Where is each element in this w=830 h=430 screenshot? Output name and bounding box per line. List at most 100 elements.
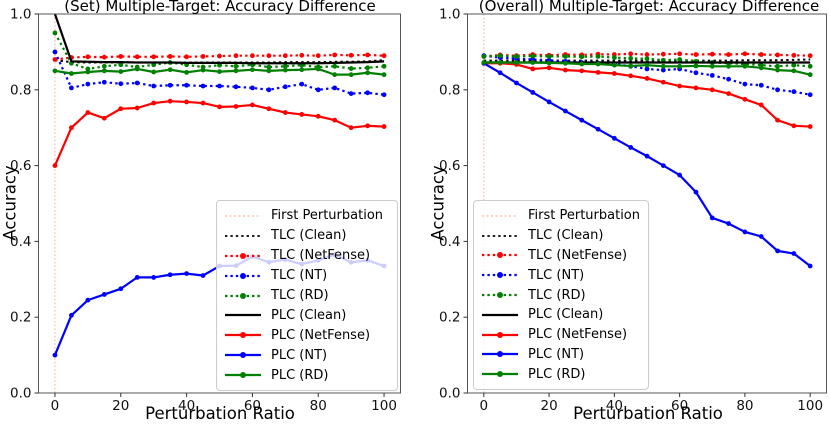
series-marker [134, 54, 140, 60]
legend-label: TLC (NetFense) [271, 248, 371, 264]
series-marker [167, 98, 173, 104]
series-marker [546, 65, 552, 71]
legend-label: TLC (RD) [271, 288, 329, 303]
legend-swatch-line [482, 252, 518, 259]
y-tick-label: 0.0 [10, 386, 31, 402]
series-marker [101, 63, 107, 69]
series-marker [775, 63, 780, 69]
legend-item-tlc-nt-: TLC (NT) [224, 266, 389, 286]
legend-item-plc-netfense-: PLC (NetFense) [481, 325, 640, 345]
series-marker [677, 57, 683, 62]
series-marker [299, 67, 305, 73]
legend-swatch-line [225, 252, 261, 259]
series-marker [266, 53, 272, 59]
legend-item-plc-clean-: PLC (Clean) [224, 305, 389, 325]
series-marker [184, 69, 189, 75]
right-chart-title: (Overall) Multiple-Target: Accuracy Diff… [478, 0, 820, 15]
series-marker [807, 72, 813, 78]
series-marker [530, 90, 536, 95]
series-marker [200, 83, 206, 89]
legend-item-tlc-netfense-: TLC (NetFense) [224, 246, 389, 266]
series-marker [348, 91, 354, 96]
legend-marker-dot [497, 371, 503, 378]
y-tick-label: 1.0 [439, 7, 460, 23]
series-marker [644, 153, 650, 159]
legend-label: PLC (NT) [271, 347, 328, 363]
series-marker [628, 55, 634, 61]
series-marker [530, 66, 536, 72]
legend-item-tlc-rd-: TLC (RD) [481, 285, 640, 305]
legend-marker-dot [497, 351, 503, 358]
left-chart-legend: First Perturbation TLC (Clean) TLC (NetFen… [216, 200, 398, 391]
series-marker [693, 70, 699, 76]
legend-marker-dot [497, 292, 503, 299]
legend-label: TLC (NetFense) [528, 247, 628, 263]
legend-label: PLC (NT) [528, 346, 585, 362]
series-marker [530, 53, 536, 59]
series-marker [217, 83, 222, 89]
x-tick-label: 60 [244, 398, 261, 414]
legend-swatch-line [225, 314, 261, 317]
series-marker [595, 54, 601, 59]
series-marker [579, 117, 585, 123]
series-marker [579, 61, 585, 67]
series-marker [758, 234, 764, 239]
legend-swatch-line [225, 215, 261, 217]
series-marker [758, 102, 764, 108]
series-marker [151, 69, 157, 75]
series-marker [184, 99, 189, 105]
series-marker [315, 53, 321, 59]
series-marker [282, 53, 288, 59]
series-marker [348, 125, 354, 131]
series-marker [332, 52, 338, 58]
series-marker [266, 87, 272, 93]
series-marker [579, 54, 585, 60]
legend-swatch-line [482, 313, 518, 316]
series-marker [791, 251, 797, 256]
series-marker [365, 123, 370, 129]
series-line-tlc-rd- [53, 32, 385, 71]
series-marker [644, 52, 650, 57]
series-marker [134, 66, 140, 72]
legend-marker-dot [240, 272, 246, 279]
right-chart-ylabel: Accuracy [428, 165, 448, 241]
legend-swatch-line [225, 234, 261, 237]
series-marker [85, 110, 91, 115]
legend-label: TLC (NT) [528, 267, 585, 283]
series-marker [807, 263, 813, 269]
series-marker [546, 99, 552, 105]
series-marker [660, 63, 666, 69]
series-marker [134, 275, 140, 280]
series-marker [726, 91, 731, 96]
legend-item-plc-netfense-: PLC (NetFense) [224, 325, 389, 345]
series-marker [726, 221, 731, 226]
legend-item-tlc-nt-: TLC (NT) [481, 265, 640, 285]
series-marker [381, 92, 387, 98]
series-marker [151, 54, 157, 60]
legend-label: PLC (Clean) [271, 307, 347, 323]
series-marker [381, 53, 387, 59]
series-marker [167, 54, 173, 59]
y-tick-label: 0.8 [439, 82, 460, 98]
x-tick-label: 0 [480, 398, 489, 414]
series-marker [282, 63, 288, 69]
series-marker [118, 106, 124, 112]
series-marker [151, 100, 157, 106]
series-marker [250, 102, 255, 108]
series-marker [365, 90, 370, 96]
series-marker [315, 113, 321, 119]
series-marker [233, 84, 239, 90]
series-marker [742, 229, 748, 235]
legend-swatch-line [482, 292, 518, 299]
series-marker [628, 73, 634, 79]
series-marker [381, 124, 387, 129]
series-marker [791, 123, 797, 129]
series-marker [200, 67, 206, 73]
series-marker [184, 271, 189, 277]
series-marker [217, 69, 222, 75]
series-marker [101, 79, 107, 85]
series-marker [709, 87, 715, 93]
series-marker [742, 81, 748, 87]
legend-swatch-line [225, 332, 261, 339]
